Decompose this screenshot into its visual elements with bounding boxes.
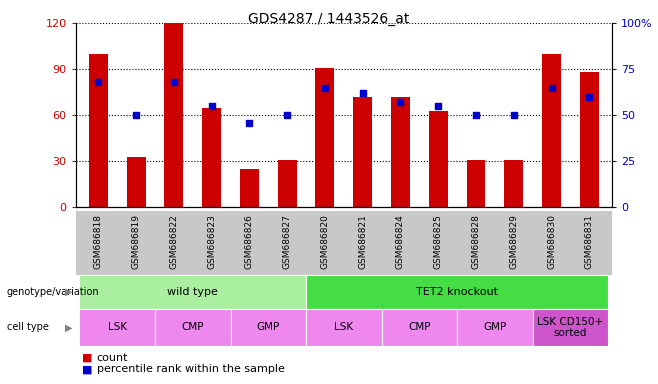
Text: LSK: LSK [334,322,353,333]
Bar [278,160,297,207]
Point [282,112,292,118]
Point [395,99,406,105]
Text: CMP: CMP [408,322,430,333]
Text: LSK: LSK [108,322,127,333]
Bar [429,111,447,207]
Text: wild type: wild type [167,287,218,297]
Text: GSM686826: GSM686826 [245,214,254,269]
Text: GSM686825: GSM686825 [434,214,443,269]
Text: GSM686828: GSM686828 [472,214,480,269]
Bar [89,54,108,207]
Text: ■: ■ [82,364,93,374]
Point [207,103,217,109]
Bar [126,157,145,207]
Point [244,119,255,126]
Text: GSM686824: GSM686824 [396,214,405,269]
Point [433,103,443,109]
Text: GSM686819: GSM686819 [132,214,141,269]
Point [546,84,557,91]
Text: GSM686821: GSM686821 [358,214,367,269]
Text: GSM686829: GSM686829 [509,214,519,269]
Bar [391,97,410,207]
Text: GSM686831: GSM686831 [585,214,594,269]
Point [584,94,595,100]
Bar [580,72,599,207]
Text: percentile rank within the sample: percentile rank within the sample [97,364,285,374]
Text: ■: ■ [82,353,93,363]
Text: cell type: cell type [7,322,49,333]
Text: GDS4287 / 1443526_at: GDS4287 / 1443526_at [248,12,410,25]
Text: LSK CD150+
sorted: LSK CD150+ sorted [538,316,603,338]
Point [357,90,368,96]
Bar [353,97,372,207]
Text: GSM686820: GSM686820 [320,214,330,269]
Bar [504,160,523,207]
Point [509,112,519,118]
Bar [240,169,259,207]
Point [470,112,481,118]
Bar [467,160,486,207]
Text: genotype/variation: genotype/variation [7,287,99,297]
Point [168,79,179,85]
Bar [315,68,334,207]
Point [320,84,330,91]
Bar [164,23,184,207]
Bar [202,108,221,207]
Text: count: count [97,353,128,363]
Point [93,79,103,85]
Text: GSM686830: GSM686830 [547,214,556,269]
Text: GSM686818: GSM686818 [94,214,103,269]
Text: CMP: CMP [182,322,204,333]
Text: GSM686827: GSM686827 [283,214,291,269]
Text: GSM686823: GSM686823 [207,214,216,269]
Text: GSM686822: GSM686822 [169,214,178,269]
Text: GMP: GMP [257,322,280,333]
Text: GMP: GMP [483,322,507,333]
Text: ▶: ▶ [65,322,72,333]
Text: ▶: ▶ [65,287,72,297]
Bar [542,54,561,207]
Text: TET2 knockout: TET2 knockout [416,287,498,297]
Point [131,112,141,118]
